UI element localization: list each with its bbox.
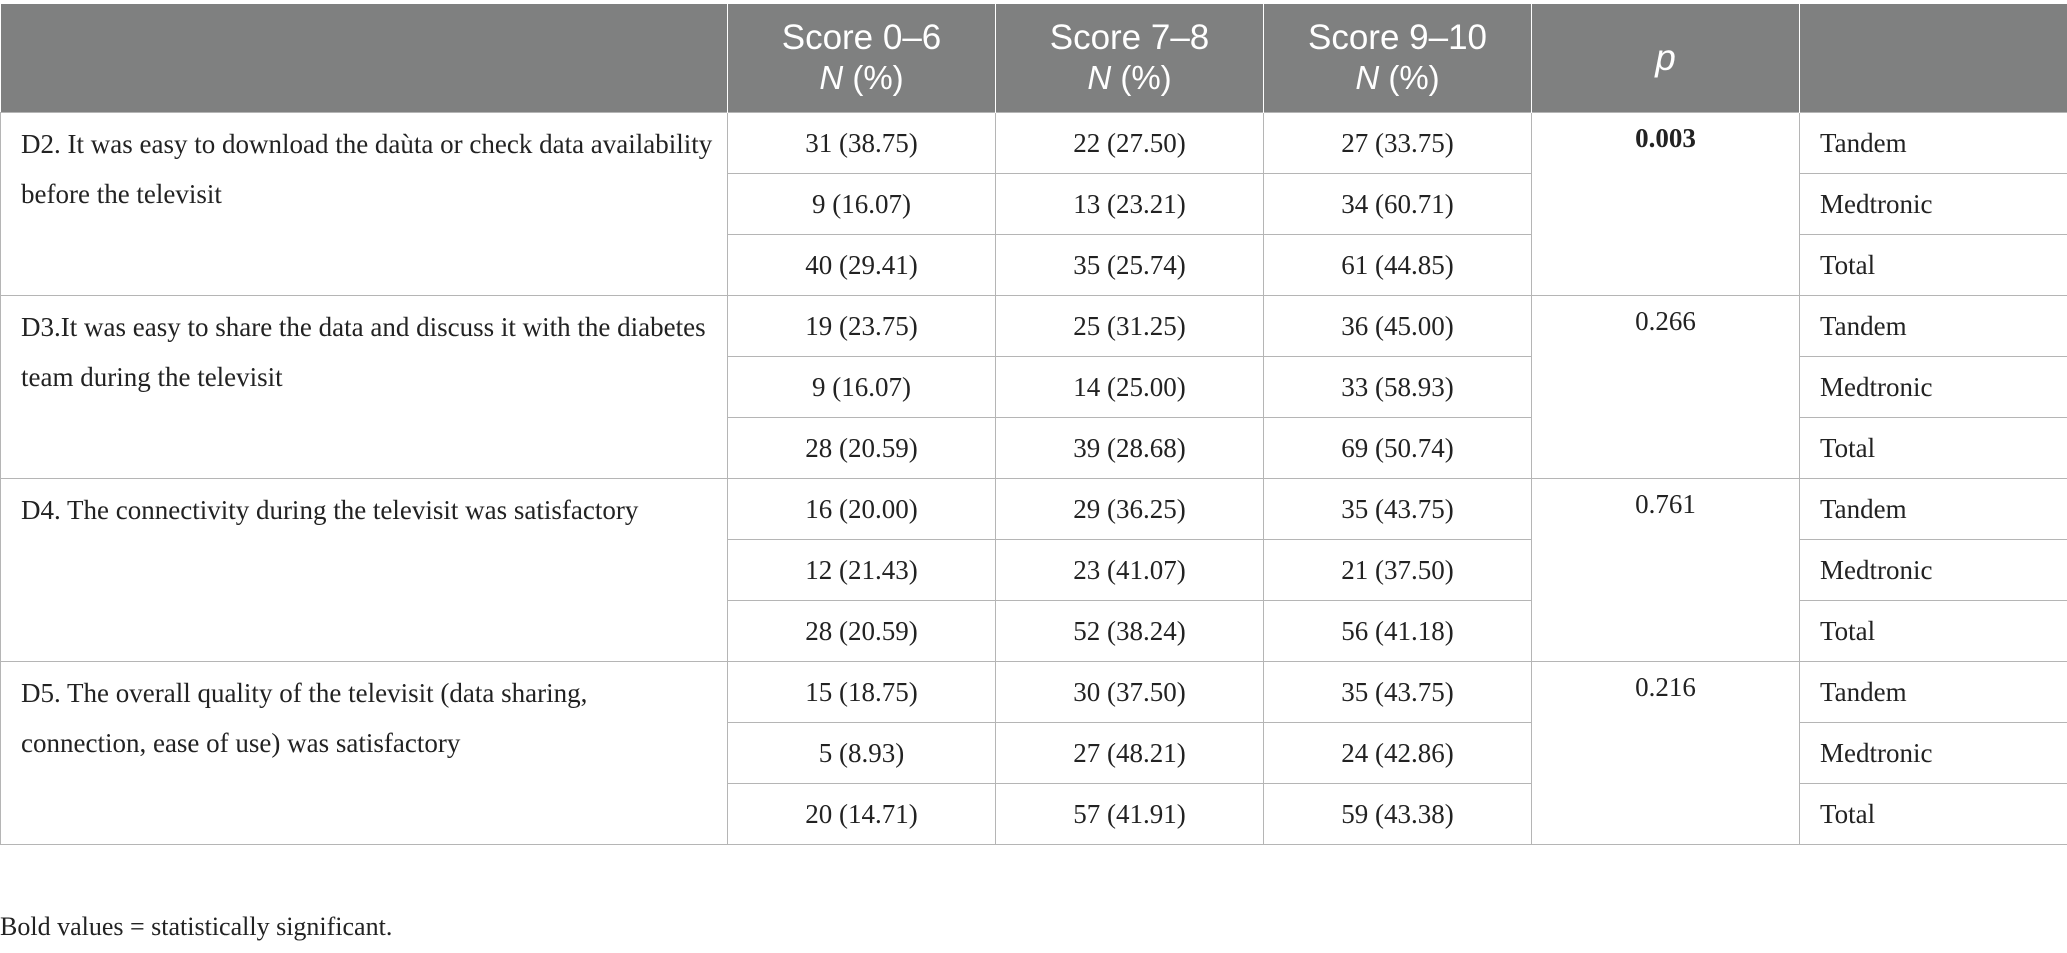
value-cell-score-9-10: 36 (45.00) [1263,295,1532,357]
value-cell-score-9-10: 59 (43.38) [1263,783,1532,845]
table-row: D2. It was easy to download the daùta or… [0,112,2067,296]
group-label-cell: Medtronic [1799,539,2067,601]
value-cell-score-0-6: 9 (16.07) [727,356,996,418]
header-score-0-6: Score 0–6 N (%) [727,4,996,113]
table-row: D5. The overall quality of the televisit… [0,661,2067,845]
group-label-cell: Total [1799,600,2067,662]
value-cell-score-9-10: 35 (43.75) [1263,661,1532,723]
table-row: D3.It was easy to share the data and dis… [0,295,2067,479]
value-cell-score-0-6: 20 (14.71) [727,783,996,845]
value-cell-score-7-8: 22 (27.50) [995,112,1264,174]
header-row: Score 0–6 N (%) Score 7–8 N (%) Score 9–10… [0,4,2067,113]
value-cell-score-9-10: 35 (43.75) [1263,478,1532,540]
p-value-cell: 0.761 [1531,478,1800,662]
value-cell-score-7-8: 13 (23.21) [995,173,1264,235]
group-label-cell: Total [1799,417,2067,479]
table-footnote: Bold values = statistically significant. [0,912,393,941]
value-cell-score-0-6: 5 (8.93) [727,722,996,784]
value-cell-score-0-6: 28 (20.59) [727,417,996,479]
value-cell-score-0-6: 31 (38.75) [727,112,996,174]
table-row: D4. The connectivity during the televisi… [0,478,2067,662]
table-row: 28 (20.59) 39 (28.68) 69 (50.74) Total [1,417,2067,479]
p-value-cell: 0.216 [1531,661,1800,845]
group-label-cell: Medtronic [1799,722,2067,784]
header-group [1799,4,2067,113]
p-value-cell: 0.266 [1531,295,1800,479]
value-cell-score-0-6: 28 (20.59) [727,600,996,662]
value-cell-score-7-8: 29 (36.25) [995,478,1264,540]
value-cell-score-0-6: 12 (21.43) [727,539,996,601]
p-value-cell: 0.003 [1531,112,1800,296]
group-label-cell: Total [1799,234,2067,296]
header-score-9-10: Score 9–10 N (%) [1263,4,1532,113]
table-row: 20 (14.71) 57 (41.91) 59 (43.38) Total [1,783,2067,845]
value-cell-score-7-8: 52 (38.24) [995,600,1264,662]
table-row: 12 (21.43) 23 (41.07) 21 (37.50) Medtronic [1,539,2067,601]
header-p-value: p [1531,4,1800,113]
question-cell: D3.It was easy to share the data and dis… [0,295,728,479]
value-cell-score-7-8: 30 (37.50) [995,661,1264,723]
group-label-cell: Tandem [1799,295,2067,357]
value-cell-score-7-8: 27 (48.21) [995,722,1264,784]
value-cell-score-9-10: 34 (60.71) [1263,173,1532,235]
table-row: 5 (8.93) 27 (48.21) 24 (42.86) Medtronic [1,722,2067,784]
value-cell-score-9-10: 56 (41.18) [1263,600,1532,662]
value-cell-score-9-10: 33 (58.93) [1263,356,1532,418]
group-label-cell: Medtronic [1799,356,2067,418]
results-table: Score 0–6 N (%) Score 7–8 N (%) Score 9–10… [0,4,2067,845]
value-cell-score-7-8: 57 (41.91) [995,783,1264,845]
value-cell-score-7-8: 39 (28.68) [995,417,1264,479]
value-cell-score-0-6: 15 (18.75) [727,661,996,723]
group-label-cell: Medtronic [1799,173,2067,235]
value-cell-score-0-6: 16 (20.00) [727,478,996,540]
table-row: 28 (20.59) 52 (38.24) 56 (41.18) Total [1,600,2067,662]
question-cell: D2. It was easy to download the daùta or… [0,112,728,296]
value-cell-score-7-8: 14 (25.00) [995,356,1264,418]
question-cell: D5. The overall quality of the televisit… [0,661,728,845]
header-question [0,4,728,113]
value-cell-score-9-10: 21 (37.50) [1263,539,1532,601]
value-cell-score-9-10: 27 (33.75) [1263,112,1532,174]
table-row: 40 (29.41) 35 (25.74) 61 (44.85) Total [1,234,2067,296]
value-cell-score-7-8: 25 (31.25) [995,295,1264,357]
value-cell-score-0-6: 40 (29.41) [727,234,996,296]
header-score-7-8: Score 7–8 N (%) [995,4,1264,113]
value-cell-score-7-8: 23 (41.07) [995,539,1264,601]
group-label-cell: Tandem [1799,661,2067,723]
value-cell-score-7-8: 35 (25.74) [995,234,1264,296]
value-cell-score-9-10: 69 (50.74) [1263,417,1532,479]
group-label-cell: Tandem [1799,112,2067,174]
question-cell: D4. The connectivity during the televisi… [0,478,728,662]
value-cell-score-0-6: 19 (23.75) [727,295,996,357]
value-cell-score-9-10: 61 (44.85) [1263,234,1532,296]
value-cell-score-0-6: 9 (16.07) [727,173,996,235]
table-row: 9 (16.07) 14 (25.00) 33 (58.93) Medtronic [1,356,2067,418]
value-cell-score-9-10: 24 (42.86) [1263,722,1532,784]
group-label-cell: Total [1799,783,2067,845]
group-label-cell: Tandem [1799,478,2067,540]
